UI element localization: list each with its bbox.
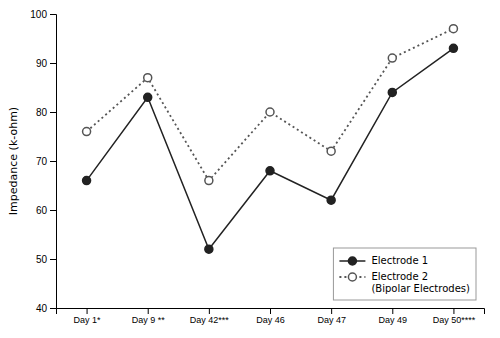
- y-tick-label: 70: [36, 156, 48, 167]
- y-tick-label: 80: [36, 107, 48, 118]
- legend-label: Electrode 2(Bipolar Electrodes): [371, 271, 470, 294]
- x-tick: Day 1*: [74, 308, 102, 325]
- point: [205, 177, 213, 185]
- x-axis: Day 1* Day 9 ** Day 42*** Day 46 Day 47 Day 4…: [57, 308, 485, 325]
- legend-item: Electrode 1: [339, 255, 428, 266]
- y-axis-title: Impedance (k-ohm): [7, 107, 20, 215]
- y-tick: 60: [36, 205, 56, 216]
- y-tick-label: 60: [36, 205, 48, 216]
- y-tick-mark: [50, 308, 56, 309]
- point: [83, 177, 91, 185]
- point: [266, 167, 274, 175]
- plot: Day 1* Day 9 ** Day 42*** Day 46 Day 47 Day 4…: [30, 9, 484, 326]
- x-tick: Day 9 **: [132, 308, 166, 325]
- series-layer: [83, 25, 458, 254]
- point: [83, 128, 91, 136]
- point: [327, 196, 335, 204]
- series-line: [87, 29, 454, 181]
- legend-label: Electrode 1: [371, 255, 428, 266]
- point: [388, 88, 396, 96]
- point: [327, 147, 335, 155]
- x-tick-mark: [392, 308, 393, 314]
- x-tick-mark: [87, 308, 88, 314]
- series-line: [87, 48, 454, 249]
- point: [266, 108, 274, 116]
- y-tick-mark: [50, 112, 56, 113]
- y-tick: 50: [36, 254, 56, 265]
- point: [205, 245, 213, 253]
- x-tick-label: Day 9 **: [132, 315, 166, 325]
- y-tick-label: 50: [36, 254, 48, 265]
- x-tick: Day 49: [379, 308, 408, 325]
- series: [83, 44, 458, 253]
- x-tick-label: Day 42***: [190, 315, 230, 325]
- x-tick-mark: [453, 308, 454, 314]
- x-tick-mark: [331, 308, 332, 314]
- point: [144, 93, 152, 101]
- x-tick-label: Day 47: [317, 315, 346, 325]
- point: [144, 74, 152, 82]
- y-tick: 100: [30, 9, 56, 20]
- x-tick: Day 46: [256, 308, 285, 325]
- x-tick: Day 50****: [433, 308, 476, 325]
- chart: Day 1* Day 9 ** Day 42*** Day 46 Day 47 Day 4…: [0, 0, 500, 338]
- point: [449, 25, 457, 33]
- series: [83, 25, 458, 185]
- x-tick-mark: [148, 308, 149, 314]
- x-tick-label: Day 46: [256, 315, 285, 325]
- x-tick-label: Day 1*: [74, 315, 102, 325]
- x-tick: Day 47: [317, 308, 346, 325]
- x-tick-mark: [209, 308, 210, 314]
- y-tick-label: 100: [30, 9, 47, 20]
- x-tick-label: Day 50****: [433, 315, 476, 325]
- y-tick: 80: [36, 107, 56, 118]
- y-tick-mark: [50, 161, 56, 162]
- legend-swatch-marker: [348, 273, 356, 281]
- x-axis-line: [57, 309, 485, 315]
- y-tick: 90: [36, 58, 56, 69]
- y-tick-label: 40: [36, 303, 48, 314]
- legend: Electrode 1 Electrode 2(Bipolar Electrode…: [333, 248, 476, 300]
- legend-swatch-marker: [348, 257, 356, 265]
- y-tick-label: 90: [36, 58, 48, 69]
- x-tick-mark: [270, 308, 271, 314]
- y-tick-mark: [50, 63, 56, 64]
- y-tick-mark: [50, 259, 56, 260]
- y-tick: 40: [36, 303, 56, 314]
- x-tick: Day 42***: [190, 308, 230, 325]
- y-tick-mark: [50, 14, 56, 15]
- y-axis: 40 50 60 70 80 90 100: [30, 9, 56, 314]
- x-tick-label: Day 49: [379, 315, 408, 325]
- legend-item: Electrode 2(Bipolar Electrodes): [339, 271, 470, 294]
- point: [449, 44, 457, 52]
- y-tick-mark: [50, 210, 56, 211]
- y-axis-line: [50, 15, 57, 309]
- y-tick: 70: [36, 156, 56, 167]
- legend-frame: [333, 248, 476, 300]
- point: [388, 54, 396, 62]
